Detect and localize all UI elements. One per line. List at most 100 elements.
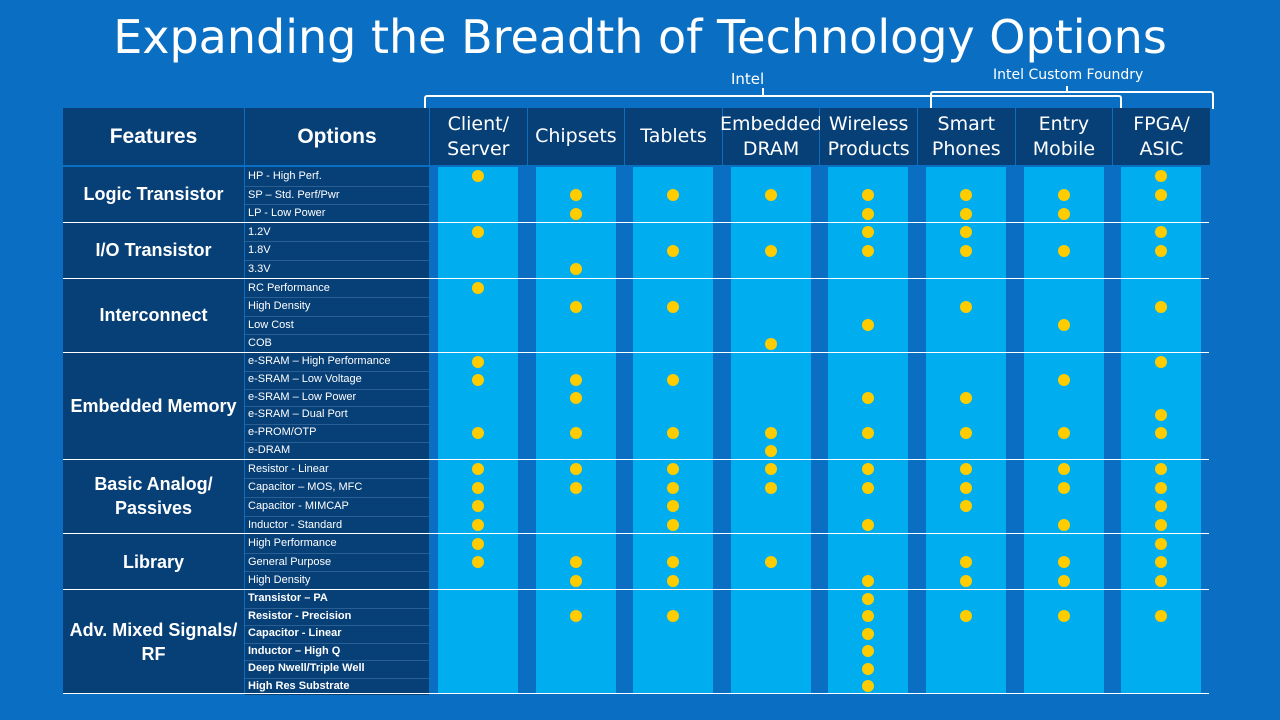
section-label: Library [63, 534, 244, 589]
support-dot [667, 481, 680, 494]
option-label: General Purpose [245, 552, 429, 572]
support-dot [472, 500, 484, 513]
bracket-foundry [930, 91, 1214, 109]
support-dot [960, 244, 972, 257]
support-dot [472, 226, 484, 239]
option-label: 1.2V [245, 222, 429, 242]
option-separator [245, 571, 429, 573]
option-label: High Res Substrate [245, 677, 429, 695]
section-label: Basic Analog/ Passives [63, 459, 244, 534]
section-label: Interconnect [63, 278, 244, 352]
option-label: 1.8V [245, 241, 429, 260]
column-header-cell-7 [1113, 108, 1210, 165]
section-separator [63, 221, 1209, 223]
support-dot [862, 662, 875, 675]
option-label: e-DRAM [245, 442, 429, 460]
support-dot [1155, 500, 1168, 513]
option-separator [245, 552, 429, 554]
option-separator [245, 625, 429, 626]
support-dot [569, 427, 582, 440]
support-dot [1155, 518, 1168, 531]
support-dot [1057, 556, 1070, 569]
support-dot [569, 300, 582, 313]
support-dot [569, 574, 582, 587]
support-dot [472, 537, 484, 550]
support-dot [667, 427, 680, 440]
support-dot [1155, 481, 1168, 494]
column-header-cell-5 [918, 108, 1015, 165]
support-dot [862, 391, 875, 404]
support-dot [1057, 244, 1070, 257]
column-header-6: Entry Mobile [1032, 112, 1096, 160]
section-label: I/O Transistor [63, 222, 244, 278]
column-header-cell-3 [722, 108, 820, 165]
option-label: High Density [245, 571, 429, 590]
column-header-5: Smart Phones [931, 112, 1001, 160]
table-bottom-rule [63, 693, 1209, 694]
bracket-intel-tip [762, 88, 764, 96]
support-dot [862, 319, 875, 332]
option-label: Inductor – High Q [245, 642, 429, 660]
section-label: Adv. Mixed Signals/ RF [63, 590, 244, 694]
support-dot [862, 226, 875, 239]
option-separator [245, 260, 429, 261]
support-dot [472, 373, 484, 386]
support-dot [960, 188, 972, 201]
column-header-2: Tablets [640, 125, 707, 147]
option-separator [245, 642, 429, 644]
support-dot [764, 463, 777, 476]
section-separator [63, 458, 1209, 460]
support-dot [960, 427, 972, 440]
support-dot [1057, 463, 1070, 476]
option-label: SP – Std. Perf/Pwr [245, 185, 429, 205]
section-separator [63, 533, 1209, 535]
support-dot [764, 444, 777, 457]
option-label: Capacitor – MOS, MFC [245, 478, 429, 497]
support-dot [764, 481, 777, 494]
support-dot [862, 645, 875, 658]
support-dot [960, 207, 972, 220]
support-dot [862, 188, 875, 201]
support-dot [960, 500, 972, 513]
support-dot [569, 481, 582, 494]
option-label: e-SRAM – Low Voltage [245, 370, 429, 389]
support-dot [472, 556, 484, 569]
column-header-7: FPGA/ ASIC [1133, 112, 1190, 160]
option-label: RC Performance [245, 278, 429, 298]
support-dot [1057, 207, 1070, 220]
support-dot [569, 373, 582, 386]
option-separator [245, 388, 429, 390]
support-dot [569, 610, 582, 623]
section-separator [63, 589, 1209, 590]
column-header-cell-6 [1015, 108, 1113, 165]
support-dot [960, 556, 972, 569]
support-dot [667, 574, 680, 587]
option-label: 3.3V [245, 260, 429, 279]
column-header-cell-2 [625, 108, 722, 165]
column-header-cell-1 [527, 108, 625, 165]
option-separator [245, 370, 429, 372]
option-label: Capacitor - Linear [245, 625, 429, 643]
option-label: LP - Low Power [245, 204, 429, 223]
support-dot [862, 463, 875, 476]
support-dot [862, 481, 875, 494]
support-dot [1155, 427, 1168, 440]
support-dot [569, 207, 582, 220]
option-label: High Performance [245, 534, 429, 553]
option-label: Transistor – PA [245, 590, 429, 608]
option-label: Low Cost [245, 315, 429, 335]
column-header-cell-4 [820, 108, 917, 165]
option-label: e-SRAM – Low Power [245, 388, 429, 407]
section-separator [63, 352, 1209, 353]
header-options: Options [297, 125, 377, 148]
support-dot [960, 574, 972, 587]
header-features: Features [109, 125, 198, 148]
option-label: Inductor - Standard [245, 515, 429, 535]
support-dot [960, 300, 972, 313]
support-dot [472, 427, 484, 440]
option-separator [245, 204, 429, 206]
option-label: COB [245, 334, 429, 353]
option-separator [245, 677, 429, 679]
support-dot [667, 188, 680, 201]
option-separator [245, 515, 429, 517]
